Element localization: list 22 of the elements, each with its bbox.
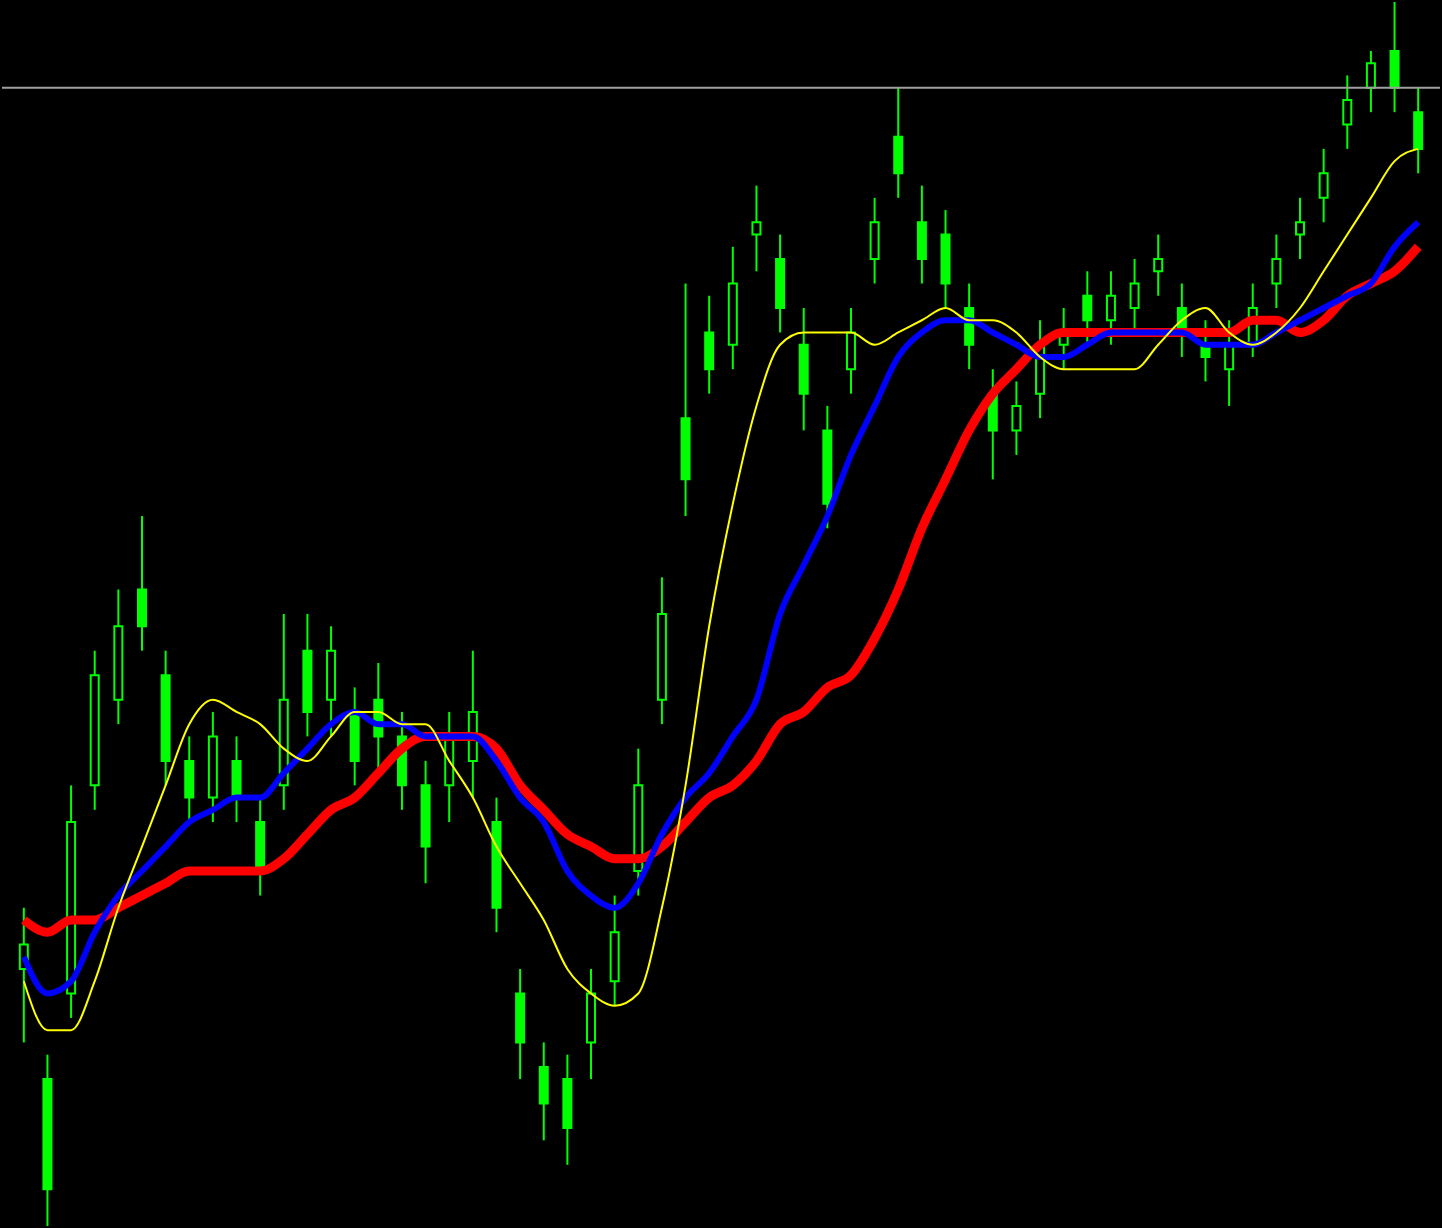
candlestick [893, 86, 904, 199]
candlestick [1342, 74, 1353, 150]
candlestick [751, 184, 762, 273]
candlestick [1153, 233, 1164, 297]
candlestick [1365, 49, 1376, 114]
candlestick [845, 307, 856, 395]
candlestick [1082, 270, 1093, 346]
candlestick [1129, 258, 1140, 334]
candlestick [704, 294, 715, 395]
candlestick [231, 735, 242, 824]
candlestick [869, 196, 880, 285]
candlestick [136, 515, 147, 652]
candlestick [1011, 380, 1022, 456]
candlestick [1413, 86, 1424, 175]
candlestick [1105, 270, 1116, 346]
candlestick [1318, 147, 1329, 224]
candlestick [184, 735, 195, 824]
candlestick [916, 184, 927, 285]
candlestick [1389, 1, 1400, 114]
candlestick [1271, 233, 1282, 309]
candlestick [538, 1041, 549, 1142]
candlestick [1295, 196, 1306, 261]
